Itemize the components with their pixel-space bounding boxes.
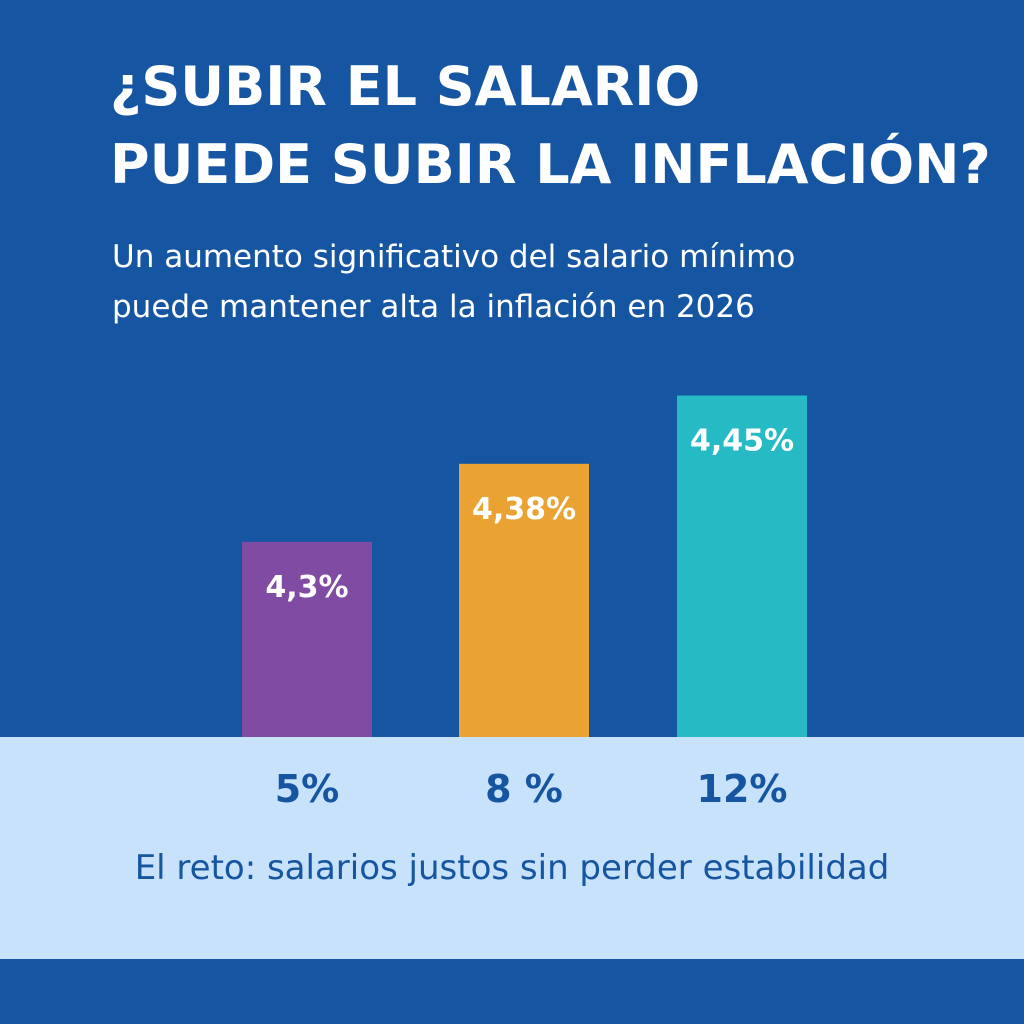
bottom-panel	[0, 737, 1024, 959]
subtitle-line-1: Un aumento significativo del salario mín…	[112, 239, 796, 275]
bar-value-label-1: 4,3%	[265, 570, 348, 605]
subtitle: Un aumento significativo del salario mín…	[112, 232, 992, 332]
bar-2	[459, 463, 589, 737]
bar-1	[242, 541, 372, 737]
bar-value-label-3: 4,45%	[690, 424, 794, 459]
category-label-1: 5%	[275, 767, 340, 811]
bar-value-label-2: 4,38%	[472, 492, 576, 527]
bar-3	[677, 395, 807, 737]
category-label-3: 12%	[697, 767, 788, 811]
footer-text: El reto: salarios justos sin perder esta…	[134, 848, 890, 888]
title-line-2: PUEDE SUBIR LA INFLACIÓN?	[110, 133, 991, 196]
subtitle-line-2: puede mantener alta la inflación en 2026	[112, 289, 755, 325]
category-label-2: 8 %	[485, 767, 563, 811]
page-title: ¿SUBIR EL SALARIO PUEDE SUBIR LA INFLACI…	[110, 48, 991, 204]
title-line-1: ¿SUBIR EL SALARIO	[110, 55, 701, 118]
